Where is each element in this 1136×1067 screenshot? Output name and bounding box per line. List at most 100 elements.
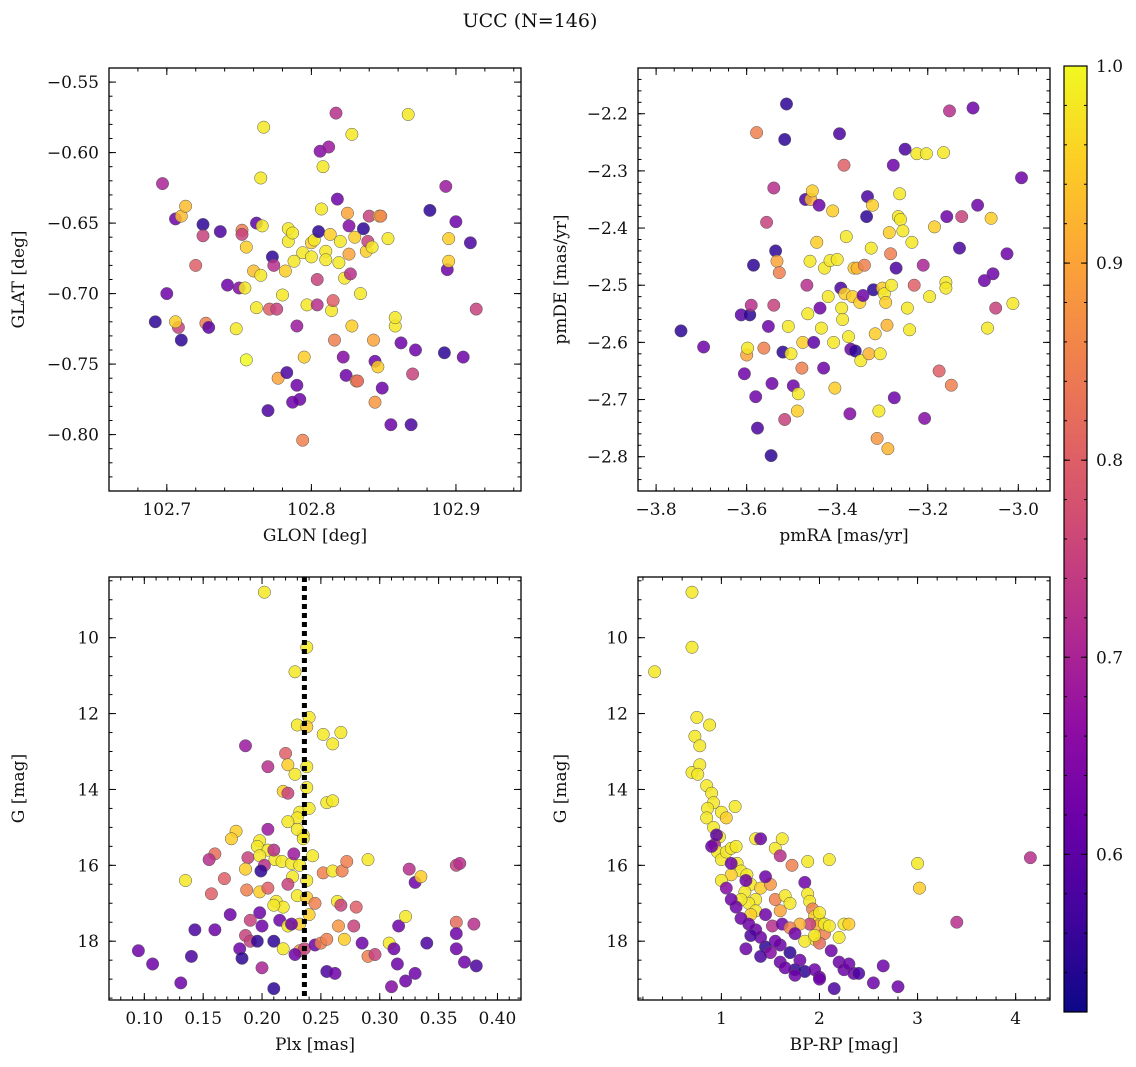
y-tick-label: 14: [606, 780, 628, 800]
data-point: [179, 874, 192, 887]
data-point: [697, 340, 711, 354]
data-point: [361, 853, 375, 867]
data-point: [785, 858, 799, 872]
data-point: [188, 923, 202, 937]
data-point: [279, 746, 293, 760]
data-point: [290, 378, 304, 392]
data-point: [808, 929, 822, 942]
colorbar-tick-label: 0.9: [1096, 254, 1123, 274]
data-point: [940, 210, 954, 224]
data-point: [402, 862, 416, 876]
data-point: [208, 923, 222, 937]
data-point: [329, 106, 343, 120]
data-point: [156, 177, 169, 191]
scatter-points: [674, 97, 1028, 463]
x-tick-label: 102.7: [142, 500, 191, 520]
data-point: [286, 395, 300, 409]
data-point: [835, 301, 849, 315]
x-axis-label: Plx [mas]: [275, 1035, 355, 1055]
data-point: [744, 929, 758, 942]
data-point: [463, 236, 477, 250]
y-axis-label: G [mag]: [9, 754, 29, 823]
data-point: [348, 230, 362, 244]
data-point: [169, 315, 182, 329]
data-point: [744, 298, 758, 312]
data-point: [453, 856, 467, 870]
data-point: [950, 915, 964, 929]
data-point: [340, 855, 354, 868]
data-point: [354, 287, 367, 301]
data-point: [287, 847, 301, 861]
data-point: [221, 278, 234, 292]
axes-frame: [108, 576, 522, 1001]
data-point: [319, 253, 333, 267]
data-point: [439, 179, 453, 193]
data-point: [896, 224, 910, 238]
data-point: [894, 213, 908, 226]
data-point: [458, 955, 471, 969]
panel-pmra-pmde: −3.8 −3.6 −3.4 −3.2 −3.0 −2.2 −2.3 −2.4 −2.5 −2.6…: [551, 67, 1051, 546]
data-point: [747, 258, 760, 272]
data-point: [365, 240, 379, 254]
x-tick-label: 2: [814, 1009, 825, 1029]
y-tick-label: 12: [77, 705, 99, 725]
data-point: [788, 968, 802, 982]
data-point: [685, 640, 699, 654]
data-point: [791, 387, 805, 401]
data-point: [648, 665, 662, 679]
data-point: [343, 267, 357, 281]
data-point: [724, 893, 738, 906]
data-point: [913, 881, 926, 895]
data-point: [326, 737, 340, 751]
data-point: [328, 966, 342, 980]
y-tick-label: −2.7: [587, 391, 628, 411]
data-point: [339, 368, 353, 382]
scatter-points: [148, 106, 483, 447]
x-tick-label: −3.6: [726, 500, 767, 520]
data-point: [223, 908, 237, 922]
data-point: [882, 226, 896, 240]
data-point: [174, 976, 188, 990]
data-point: [793, 953, 807, 967]
data-point: [213, 225, 227, 239]
data-point: [741, 341, 755, 355]
data-point: [872, 404, 886, 418]
data-point: [469, 302, 483, 316]
data-point: [449, 942, 463, 956]
data-point: [420, 936, 434, 950]
data-point: [833, 127, 846, 141]
data-point: [822, 919, 836, 933]
data-point: [179, 199, 193, 213]
data-point: [189, 258, 203, 272]
data-point: [767, 181, 781, 195]
data-point: [796, 335, 810, 349]
data-point: [267, 843, 281, 857]
data-point: [399, 910, 413, 923]
data-point: [306, 849, 320, 863]
data-point: [239, 240, 253, 254]
data-point: [255, 219, 269, 233]
data-point: [812, 198, 826, 212]
data-point: [196, 218, 210, 231]
data-point: [368, 948, 382, 961]
x-tick-label: 102.8: [287, 500, 336, 520]
data-point: [239, 739, 252, 753]
data-point: [898, 142, 912, 156]
data-point: [267, 258, 281, 272]
data-point: [257, 120, 271, 134]
data-point: [928, 220, 941, 234]
data-point: [919, 147, 933, 161]
data-point: [805, 184, 819, 198]
y-tick-label: −0.60: [47, 144, 99, 164]
data-point: [385, 980, 398, 994]
data-point: [773, 849, 787, 863]
data-point: [406, 367, 420, 381]
y-axis-label: GLAT [deg]: [9, 230, 29, 328]
data-point: [196, 229, 210, 243]
y-tick-label: −0.65: [47, 214, 99, 234]
data-point: [375, 381, 389, 395]
data-point: [788, 927, 802, 941]
data-point: [981, 321, 994, 335]
data-point: [239, 862, 252, 876]
